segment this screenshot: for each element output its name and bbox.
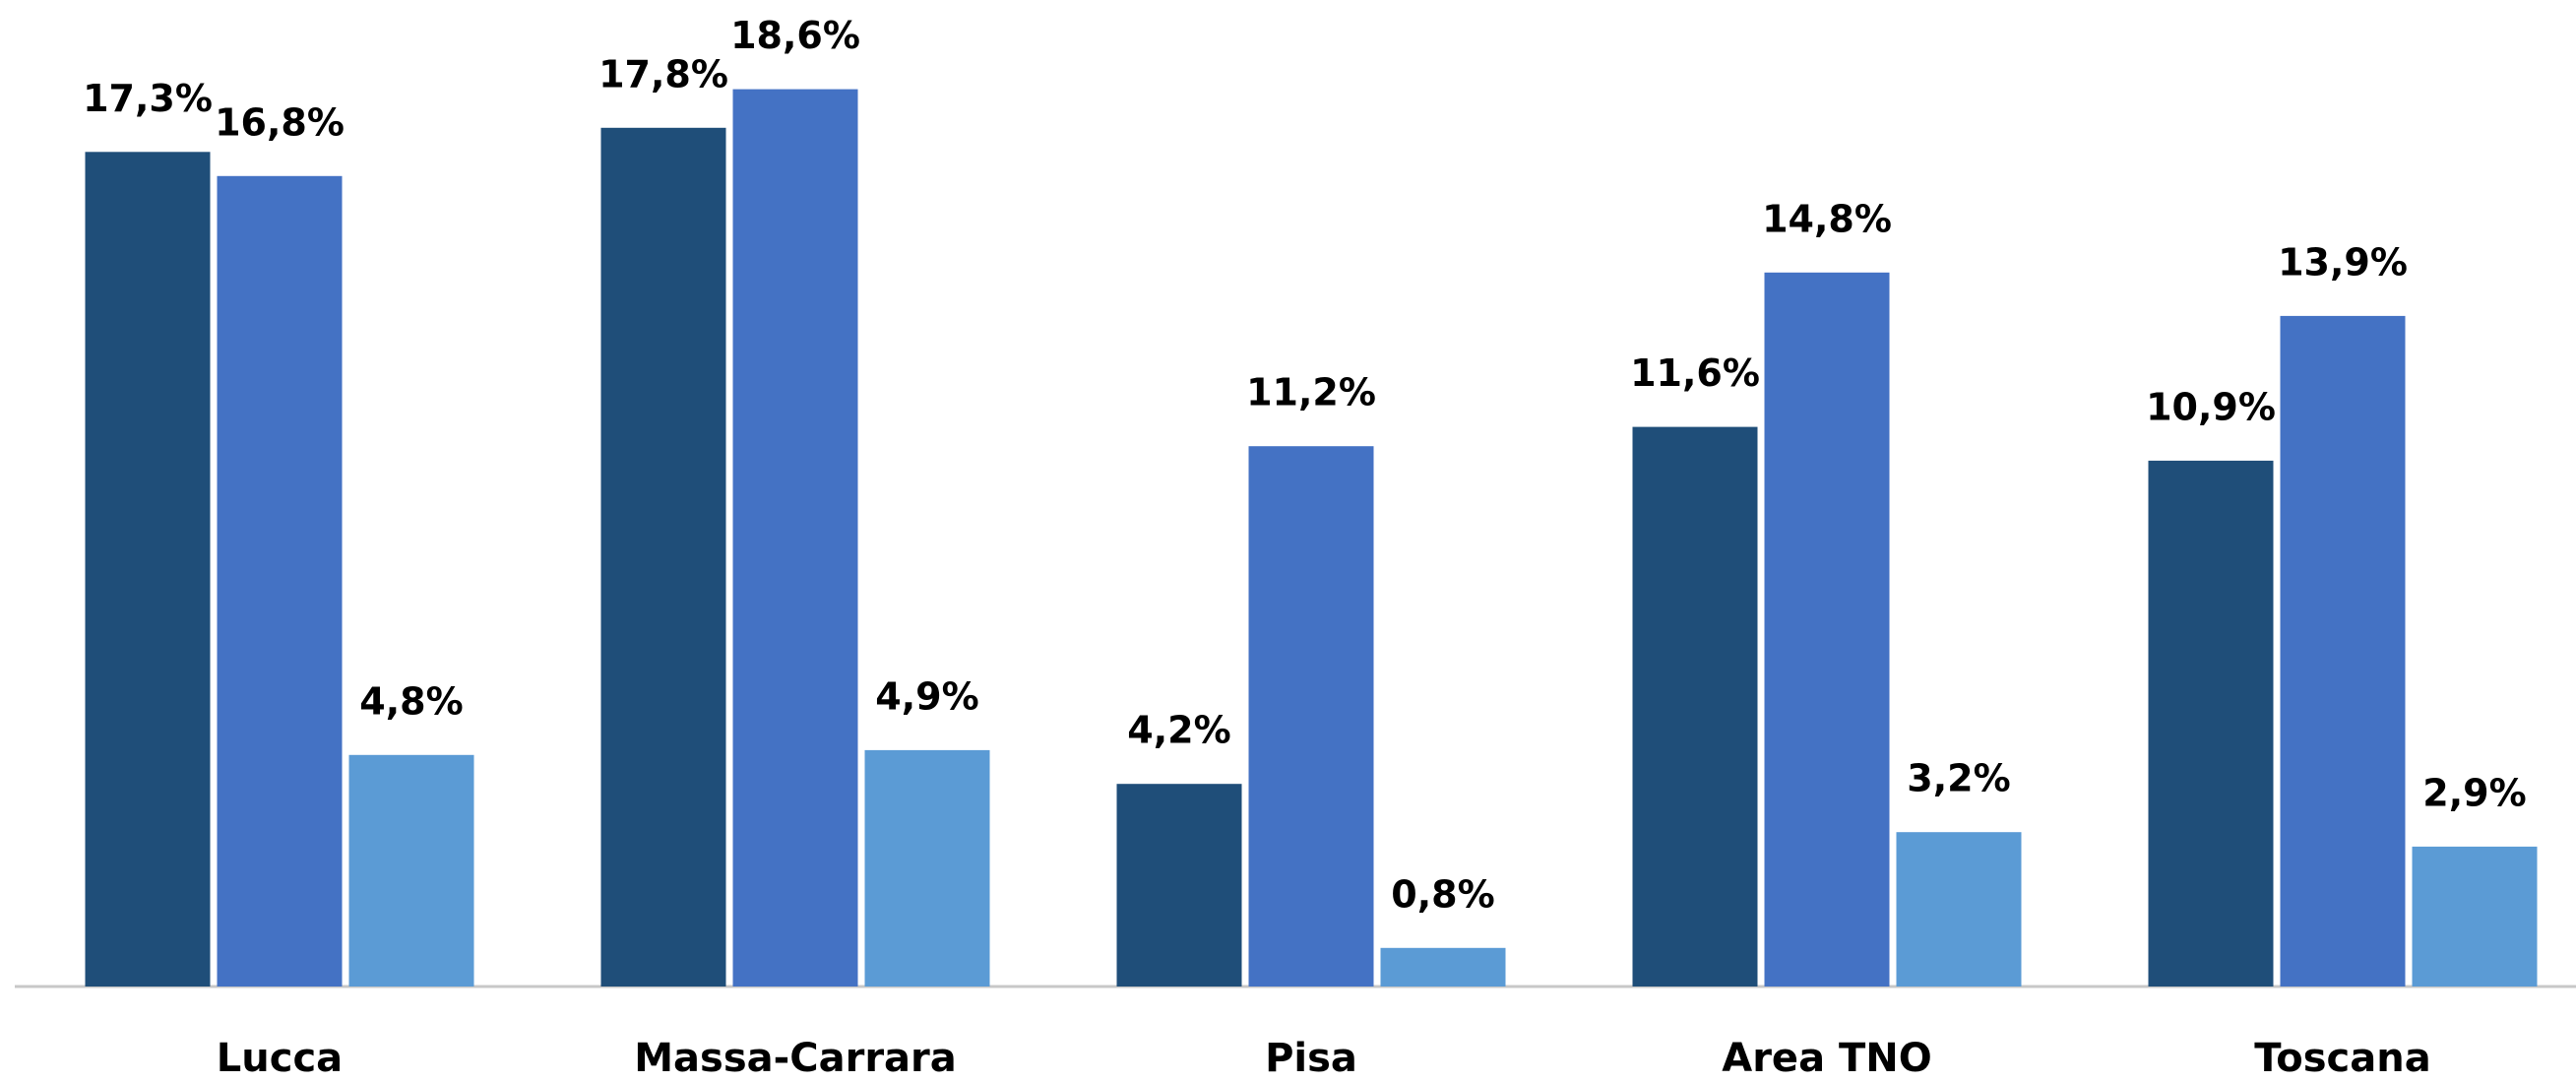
bar (1380, 947, 1506, 987)
value-label: 11,6% (1630, 351, 1760, 395)
value-label: 14,8% (1762, 197, 1892, 240)
value-label: 0,8% (1391, 872, 1494, 916)
x-tick-label: Massa-Carrara (634, 1036, 957, 1079)
x-tick-label: Lucca (217, 1036, 343, 1079)
value-label: 3,2% (1907, 757, 2010, 800)
value-label: 17,3% (83, 77, 213, 120)
bar (864, 749, 990, 987)
x-tick-label: Pisa (1265, 1036, 1357, 1079)
bar (1896, 832, 2022, 987)
bar (2148, 460, 2274, 987)
bar (1248, 446, 1374, 987)
bar (348, 754, 474, 987)
value-label: 11,2% (1246, 371, 1376, 414)
value-label: 10,9% (2146, 385, 2276, 428)
value-label: 13,9% (2278, 240, 2408, 284)
bar (1116, 784, 1242, 987)
bar (600, 127, 726, 987)
value-label: 18,6% (730, 14, 860, 57)
bar (2412, 846, 2538, 987)
bar (85, 152, 211, 987)
bar (1632, 426, 1758, 987)
value-label: 16,8% (215, 100, 345, 144)
bar (1764, 272, 1890, 987)
value-label: 4,8% (359, 679, 463, 723)
bar (2280, 315, 2406, 987)
value-label: 17,8% (598, 52, 728, 96)
bar (732, 89, 858, 987)
x-tick-label: Area TNO (1722, 1036, 1932, 1079)
bar (217, 175, 343, 987)
x-tick-label: Toscana (2254, 1036, 2430, 1079)
value-label: 4,9% (875, 674, 978, 718)
value-label: 4,2% (1127, 709, 1230, 752)
value-label: 2,9% (2422, 771, 2526, 814)
